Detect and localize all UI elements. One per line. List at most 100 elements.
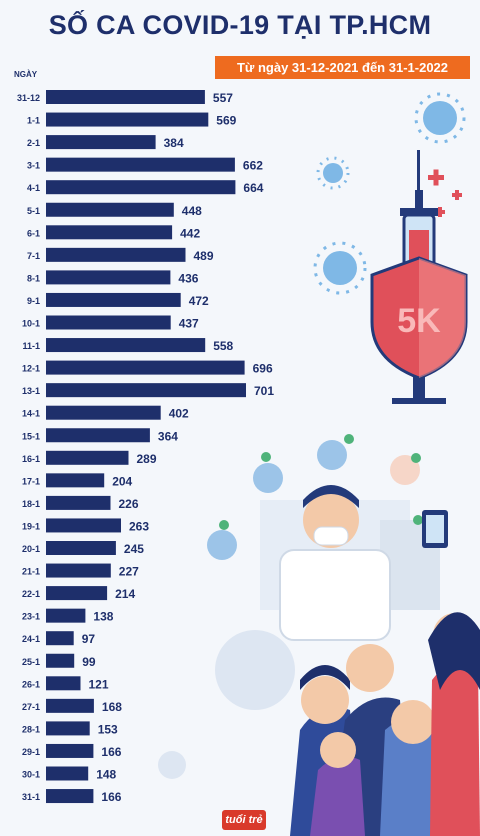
value-label: 448 [182,204,202,218]
value-label: 138 [93,610,113,624]
value-label: 364 [158,429,178,443]
bar [46,225,173,240]
value-label: 558 [213,339,233,353]
bar [46,338,206,353]
category-label: 31-1 [22,792,40,802]
bar [46,202,174,217]
category-label: 19-1 [22,521,40,531]
value-label: 97 [82,632,96,646]
value-label: 166 [101,790,121,804]
bar [46,270,171,285]
category-label: 3-1 [27,161,40,171]
shield-icon [370,256,468,380]
virus-icon [316,156,350,190]
category-label: 11-1 [22,341,40,351]
value-label: 204 [112,474,132,488]
category-label: 1-1 [27,116,40,126]
bar [46,157,235,172]
category-label: 15-1 [22,431,40,441]
phone-icon [422,510,448,548]
category-label: 18-1 [22,499,40,509]
category-label: 27-1 [22,702,40,712]
bar [46,608,86,623]
bar [46,676,81,691]
category-label: 7-1 [27,251,40,261]
value-label: 214 [115,587,135,601]
category-label: 17-1 [22,476,40,486]
people-icon [290,612,480,836]
value-label: 472 [189,294,209,308]
value-label: 226 [119,497,139,511]
bar [46,743,94,758]
virus-icon [215,630,295,710]
page-title: SỐ CA COVID-19 TẠI TP.HCM [48,10,432,40]
value-label: 696 [253,362,273,376]
bar [46,428,150,443]
bar [46,112,209,127]
category-label: 31-12 [17,93,40,103]
value-label: 153 [98,722,118,736]
bar [46,586,108,601]
date-range-banner: Từ ngày 31-12-2021 đến 31-1-2022 [215,56,470,79]
value-label: 384 [164,136,184,150]
shield-badge-text: 5K [397,302,441,340]
bar [46,766,89,781]
category-label: 8-1 [27,273,40,283]
bar [46,360,245,375]
category-label: 25-1 [22,657,40,667]
category-label: 30-1 [22,770,40,780]
category-label: 22-1 [22,589,40,599]
bar [46,180,236,195]
bar [46,653,75,668]
bar [46,518,121,533]
bar [46,405,161,420]
category-label: 16-1 [22,454,40,464]
bar [46,541,116,555]
value-label: 436 [178,271,198,285]
people-icon [207,440,420,560]
value-label: 227 [119,565,139,579]
category-label: 26-1 [22,679,40,689]
value-label: 664 [243,181,263,195]
brand-logo: tuổi trẻ [222,810,266,830]
value-label: 263 [129,519,149,533]
category-label: 13-1 [22,386,40,396]
value-label: 121 [89,677,109,691]
value-label: 489 [194,249,214,263]
y-axis-label: NGÀY [14,70,38,79]
doctor-icon [279,485,391,641]
bar [46,315,171,330]
checkmark-icon [219,434,423,530]
value-label: 442 [180,226,200,240]
bar [46,789,94,804]
bar [46,563,111,578]
value-label: 569 [216,114,236,128]
value-label: 701 [254,384,274,398]
value-label: 99 [82,655,96,669]
category-label: 5-1 [27,206,40,216]
category-label: 12-1 [22,364,40,374]
category-label: 24-1 [22,634,40,644]
bar [46,450,129,465]
value-label: 245 [124,542,144,556]
category-label: 10-1 [22,319,40,329]
category-label: 14-1 [22,409,40,419]
value-label: 166 [101,745,121,759]
category-label: 9-1 [27,296,40,306]
bar [46,698,94,713]
value-label: 662 [243,159,263,173]
value-label: 402 [169,407,189,421]
value-label: 148 [96,768,116,782]
value-label: 289 [137,452,157,466]
category-label: 2-1 [27,138,40,148]
category-label: 28-1 [22,724,40,734]
bar [46,90,205,104]
category-label: 4-1 [27,183,40,193]
bar [46,292,181,307]
value-label: 437 [179,317,199,331]
bar [46,631,74,646]
bar [46,135,156,150]
category-label: 29-1 [22,747,40,757]
